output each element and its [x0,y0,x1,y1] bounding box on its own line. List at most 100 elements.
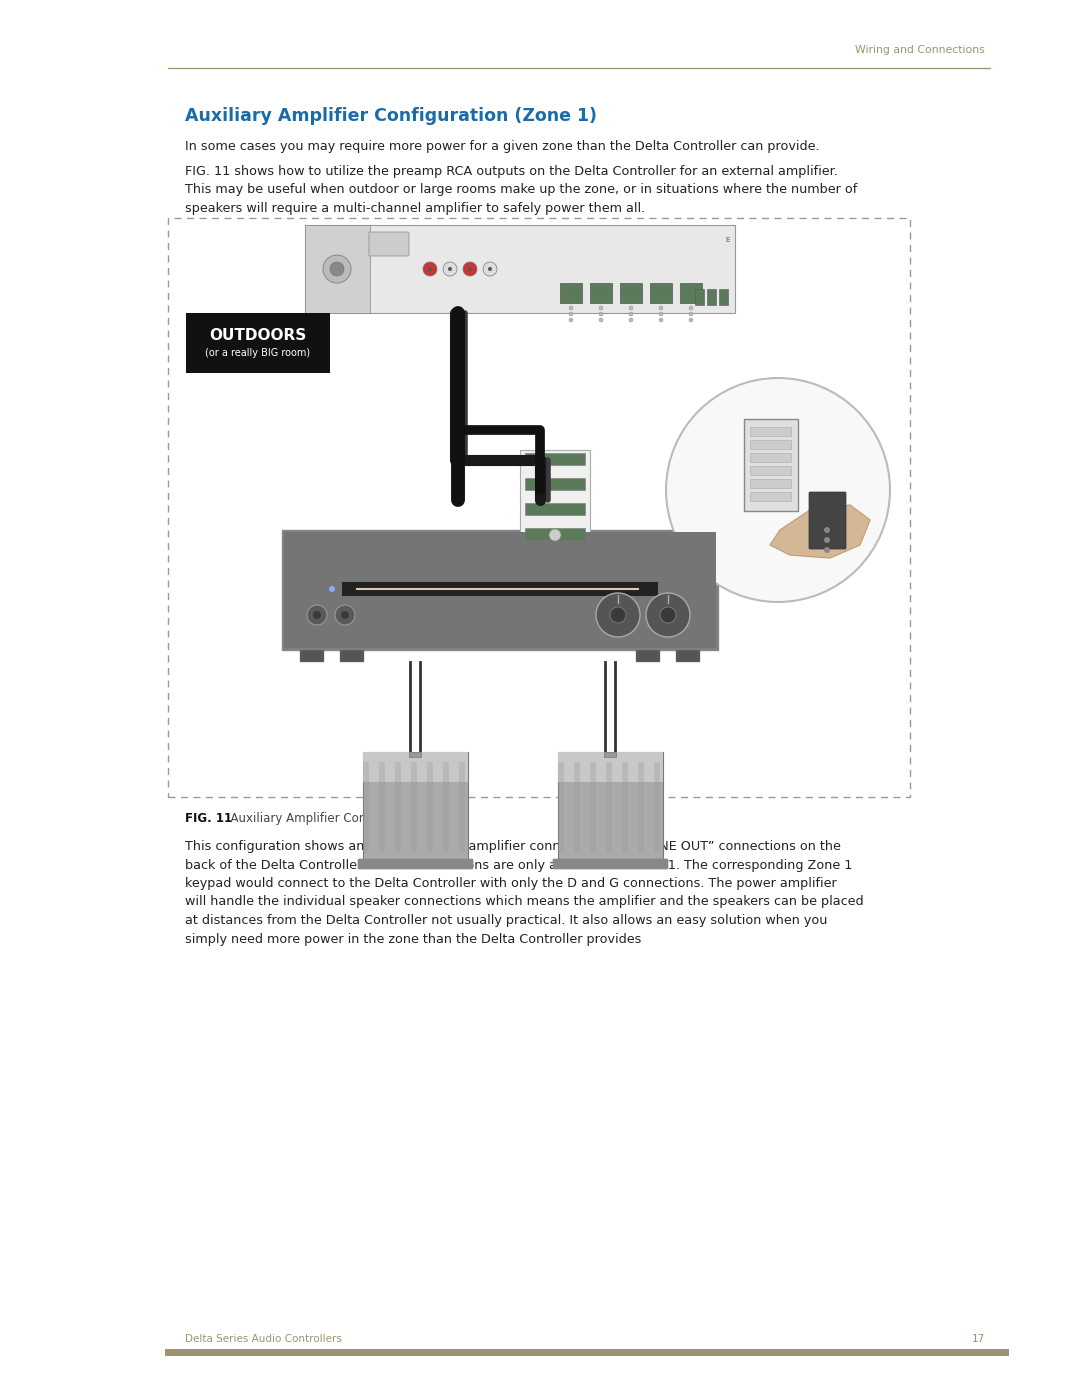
Circle shape [824,548,831,553]
FancyBboxPatch shape [719,289,728,305]
FancyBboxPatch shape [650,284,672,303]
Text: Auxiliary Amplifier Configuration (Zone 1): Auxiliary Amplifier Configuration (Zone … [185,108,597,124]
Circle shape [549,529,561,541]
FancyBboxPatch shape [168,218,910,798]
FancyBboxPatch shape [676,650,700,662]
Circle shape [483,263,497,277]
FancyBboxPatch shape [751,493,792,502]
Circle shape [468,267,472,271]
Text: FIG. 11: FIG. 11 [185,812,232,826]
FancyBboxPatch shape [604,752,616,757]
FancyBboxPatch shape [525,528,585,541]
FancyBboxPatch shape [590,761,596,852]
FancyBboxPatch shape [305,225,735,313]
Text: This configuration shows an external power amplifier connected to the “LINE OUT”: This configuration shows an external pow… [185,840,864,946]
Circle shape [423,263,437,277]
Circle shape [569,319,573,321]
FancyBboxPatch shape [809,492,846,549]
Circle shape [659,306,663,310]
Text: Wiring and Connections: Wiring and Connections [855,45,985,54]
FancyBboxPatch shape [606,761,612,852]
Text: OUTDOORS: OUTDOORS [210,327,307,342]
FancyBboxPatch shape [751,467,792,475]
Circle shape [307,605,327,624]
FancyBboxPatch shape [622,761,627,852]
Circle shape [448,267,453,271]
Circle shape [599,306,603,310]
FancyBboxPatch shape [696,289,704,305]
Circle shape [313,610,321,619]
Circle shape [569,306,573,310]
Circle shape [610,608,626,623]
Text: Delta Series Audio Controllers: Delta Series Audio Controllers [185,1334,342,1344]
FancyBboxPatch shape [561,284,582,303]
Circle shape [629,319,633,321]
Circle shape [488,267,492,271]
Text: (or a really BIG room): (or a really BIG room) [205,348,311,358]
Circle shape [596,592,640,637]
FancyBboxPatch shape [284,532,716,648]
Circle shape [646,592,690,637]
FancyBboxPatch shape [620,284,642,303]
Text: Auxiliary Amplifier Configuration: Auxiliary Amplifier Configuration [222,812,423,826]
Text: 17: 17 [972,1334,985,1344]
Circle shape [689,312,693,316]
FancyBboxPatch shape [411,761,417,852]
FancyBboxPatch shape [363,752,468,782]
FancyBboxPatch shape [744,419,798,511]
FancyBboxPatch shape [395,761,401,852]
FancyBboxPatch shape [363,761,369,852]
FancyBboxPatch shape [558,752,663,782]
FancyBboxPatch shape [305,225,370,313]
Text: FIG. 11 shows how to utilize the preamp RCA outputs on the Delta Controller for : FIG. 11 shows how to utilize the preamp … [185,165,858,215]
FancyBboxPatch shape [558,761,564,852]
FancyBboxPatch shape [638,761,644,852]
Circle shape [330,263,345,277]
FancyBboxPatch shape [443,761,449,852]
Circle shape [689,306,693,310]
FancyBboxPatch shape [459,761,465,852]
FancyBboxPatch shape [654,761,660,852]
Text: E: E [726,237,730,243]
Circle shape [666,379,890,602]
FancyBboxPatch shape [553,859,669,869]
Text: In some cases you may require more power for a given zone than the Delta Control: In some cases you may require more power… [185,140,820,154]
FancyBboxPatch shape [357,859,473,869]
Circle shape [629,312,633,316]
Circle shape [659,319,663,321]
Circle shape [341,610,349,619]
FancyBboxPatch shape [519,450,590,570]
FancyBboxPatch shape [340,650,364,662]
Circle shape [659,312,663,316]
Circle shape [323,256,351,284]
FancyBboxPatch shape [342,583,658,597]
Circle shape [443,263,457,277]
FancyBboxPatch shape [525,503,585,515]
FancyBboxPatch shape [525,478,585,490]
FancyBboxPatch shape [427,761,433,852]
FancyBboxPatch shape [186,313,330,373]
FancyBboxPatch shape [590,284,612,303]
Circle shape [824,536,831,543]
Circle shape [569,312,573,316]
FancyBboxPatch shape [636,650,660,662]
FancyBboxPatch shape [282,529,718,650]
Circle shape [629,306,633,310]
Circle shape [824,527,831,534]
Polygon shape [770,504,870,557]
FancyBboxPatch shape [751,479,792,489]
Circle shape [599,312,603,316]
FancyBboxPatch shape [751,454,792,462]
FancyBboxPatch shape [379,761,384,852]
FancyBboxPatch shape [680,284,702,303]
FancyBboxPatch shape [707,289,716,305]
FancyBboxPatch shape [558,752,663,862]
FancyBboxPatch shape [363,752,468,862]
FancyBboxPatch shape [369,232,409,256]
Circle shape [428,267,432,271]
Circle shape [329,585,335,592]
FancyBboxPatch shape [409,752,421,757]
Circle shape [335,605,355,624]
Circle shape [660,608,676,623]
FancyBboxPatch shape [751,427,792,436]
